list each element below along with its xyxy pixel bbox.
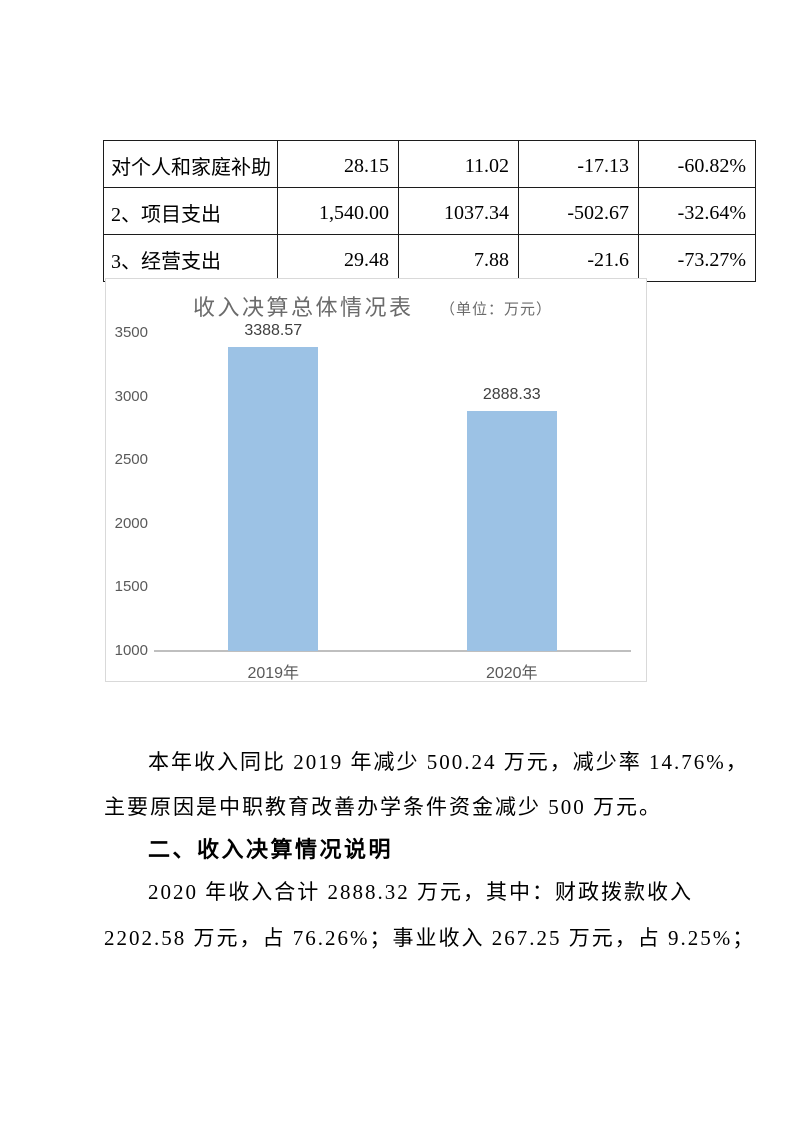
paragraph-line: 本年收入同比 2019 年减少 500.24 万元，减少率 14.76%， [148, 750, 749, 774]
income-bar-chart: 收入决算总体情况表 （单位：万元） 1000 1500 2000 2500 3000 35… [105, 278, 647, 682]
table-cell: -17.13 [518, 140, 639, 188]
row-label: 3、经营支出 [103, 234, 278, 282]
table-cell: 28.15 [277, 140, 399, 188]
table-cell: 1,540.00 [277, 187, 399, 235]
y-axis-tick-label: 1500 [114, 578, 148, 596]
row-label: 对个人和家庭补助 [103, 140, 278, 188]
section-heading: 二、收入决算情况说明 [148, 837, 394, 862]
chart-plot-area: 1000 1500 2000 2500 3000 3500 3388.57 2019年 2888… [106, 279, 646, 682]
paragraph-line: 2202.58 万元，占 76.26%；事业收入 267.25 万元，占 9.2… [104, 926, 756, 950]
chart-unit-label: （单位：万元） [440, 302, 553, 318]
y-axis-tick-label: 3500 [114, 324, 148, 341]
paragraph-line: 主要原因是中职教育改善办学条件资金减少 500 万元。 [104, 795, 662, 819]
table-cell: 29.48 [277, 234, 399, 282]
expenditure-table: 对个人和家庭补助 28.15 11.02 -17.13 -60.82% 2、项目… [103, 140, 756, 282]
x-axis-category-label: 2019年 [247, 665, 300, 682]
table-cell: 7.88 [398, 234, 519, 282]
bar-value-label: 2888.33 [482, 385, 541, 403]
y-axis-tick-label: 2000 [114, 514, 148, 532]
y-axis-tick-label: 1000 [114, 642, 148, 659]
x-axis-line [154, 650, 631, 652]
bar [466, 410, 557, 651]
table-cell: -73.27% [638, 234, 756, 282]
bar-value-label: 3388.57 [244, 322, 303, 340]
x-axis-category-label: 2020年 [485, 665, 538, 682]
table-row: 对个人和家庭补助 28.15 11.02 -17.13 -60.82% [103, 140, 756, 188]
table-row: 2、项目支出 1,540.00 1037.34 -502.67 -32.64% [103, 187, 756, 235]
chart-title: 收入决算总体情况表 [193, 295, 414, 320]
table-cell: -60.82% [638, 140, 756, 188]
table-row: 3、经营支出 29.48 7.88 -21.6 -73.27% [103, 234, 756, 282]
bar [228, 347, 319, 651]
table-cell: 11.02 [398, 140, 519, 188]
table-cell: -502.67 [518, 187, 639, 235]
y-axis-tick-label: 2500 [114, 451, 148, 469]
table-cell: -21.6 [518, 234, 639, 282]
paragraph-line: 2020 年收入合计 2888.32 万元，其中：财政拨款收入 [148, 880, 693, 904]
y-axis-tick-label: 3000 [114, 387, 148, 405]
table-cell: -32.64% [638, 187, 756, 235]
table-cell: 1037.34 [398, 187, 519, 235]
row-label: 2、项目支出 [103, 187, 278, 235]
